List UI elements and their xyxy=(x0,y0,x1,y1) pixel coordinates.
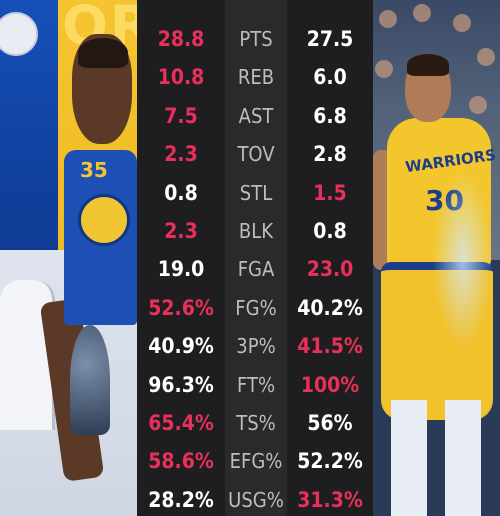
right-player-legs xyxy=(391,400,481,516)
stat-right-value: 31.3% xyxy=(297,487,363,512)
stats-label-column xyxy=(225,0,287,516)
stat-row: 10.8 REB 6.0 xyxy=(137,58,373,96)
left-player-jersey: 35 xyxy=(64,150,137,325)
stat-left-value: 2.3 xyxy=(164,219,198,243)
stat-label: FG% xyxy=(235,295,277,320)
stat-row: 65.4% TS% 56% xyxy=(137,404,373,442)
stat-right-value: 6.0 xyxy=(313,65,347,90)
stat-right-value: 6.8 xyxy=(313,103,347,128)
stat-left-value: 58.6% xyxy=(148,449,214,474)
right-player-photo: WARRIORS 30 xyxy=(373,0,500,516)
stat-left-value: 7.5 xyxy=(164,103,198,128)
stat-label: STL xyxy=(239,180,273,205)
trophy-icon xyxy=(70,325,110,435)
stat-left-value: 19.0 xyxy=(157,257,205,282)
stat-right-value: 2.8 xyxy=(313,142,347,167)
stat-label: EFG% xyxy=(229,449,283,474)
water-splash xyxy=(433,170,493,350)
stat-right-value: 56% xyxy=(307,411,353,435)
stat-left-value: 40.9% xyxy=(148,334,214,359)
stat-row: 58.6% EFG% 52.2% xyxy=(137,442,373,480)
stat-left-value: 2.3 xyxy=(164,142,198,167)
stat-label: AST xyxy=(238,103,274,128)
stat-row: 28.8 PTS 27.5 xyxy=(137,20,373,58)
stat-row: 0.8 STL 1.5 xyxy=(137,174,373,212)
stat-row: 28.2% USG% 31.3% xyxy=(137,481,373,516)
stat-left-value: 52.6% xyxy=(148,295,214,320)
stat-left-value: 65.4% xyxy=(148,411,214,435)
stat-label: 3P% xyxy=(236,334,276,359)
stat-row: 96.3% FT% 100% xyxy=(137,366,373,404)
stat-right-value: 52.2% xyxy=(297,449,363,474)
stat-right-value: 23.0 xyxy=(306,257,354,282)
stats-table: 28.8 PTS 27.5 10.8 REB 6.0 7.5 AST 6.8 2.3 TOV 2.8 0… xyxy=(137,0,373,516)
stat-right-value: 1.5 xyxy=(313,180,347,205)
right-player-hair xyxy=(407,54,449,76)
stat-row: 40.9% 3P% 41.5% xyxy=(137,327,373,365)
stat-label: BLK xyxy=(238,219,274,243)
stat-right-value: 0.8 xyxy=(313,219,347,243)
stat-label: TS% xyxy=(236,411,276,435)
left-jersey-number: 35 xyxy=(80,158,108,182)
stat-row: 2.3 TOV 2.8 xyxy=(137,135,373,173)
right-player-arm xyxy=(373,150,391,270)
stat-right-value: 100% xyxy=(300,372,360,397)
stat-label: TOV xyxy=(237,142,275,167)
left-player-hair xyxy=(78,38,128,68)
stat-left-value: 96.3% xyxy=(148,372,214,397)
stat-label: USG% xyxy=(228,487,284,512)
stat-label: REB xyxy=(237,65,275,90)
stat-right-value: 41.5% xyxy=(297,334,363,359)
warriors-logo-icon xyxy=(78,194,130,246)
stat-left-value: 10.8 xyxy=(157,65,205,90)
stat-label: FGA xyxy=(237,257,275,282)
stat-row: 7.5 AST 6.8 xyxy=(137,97,373,135)
stat-row: 19.0 FGA 23.0 xyxy=(137,250,373,288)
basketball-icon xyxy=(0,12,38,56)
left-player-photo: ORS 35 xyxy=(0,0,137,516)
stat-label: FT% xyxy=(236,372,276,397)
stat-row: 2.3 BLK 0.8 xyxy=(137,212,373,250)
stat-left-value: 0.8 xyxy=(164,180,198,205)
stat-right-value: 27.5 xyxy=(306,27,354,51)
stat-label: PTS xyxy=(239,27,273,51)
stat-row: 52.6% FG% 40.2% xyxy=(137,289,373,327)
stat-left-value: 28.2% xyxy=(148,487,214,512)
stat-left-value: 28.8 xyxy=(157,27,205,51)
stat-right-value: 40.2% xyxy=(297,295,363,320)
